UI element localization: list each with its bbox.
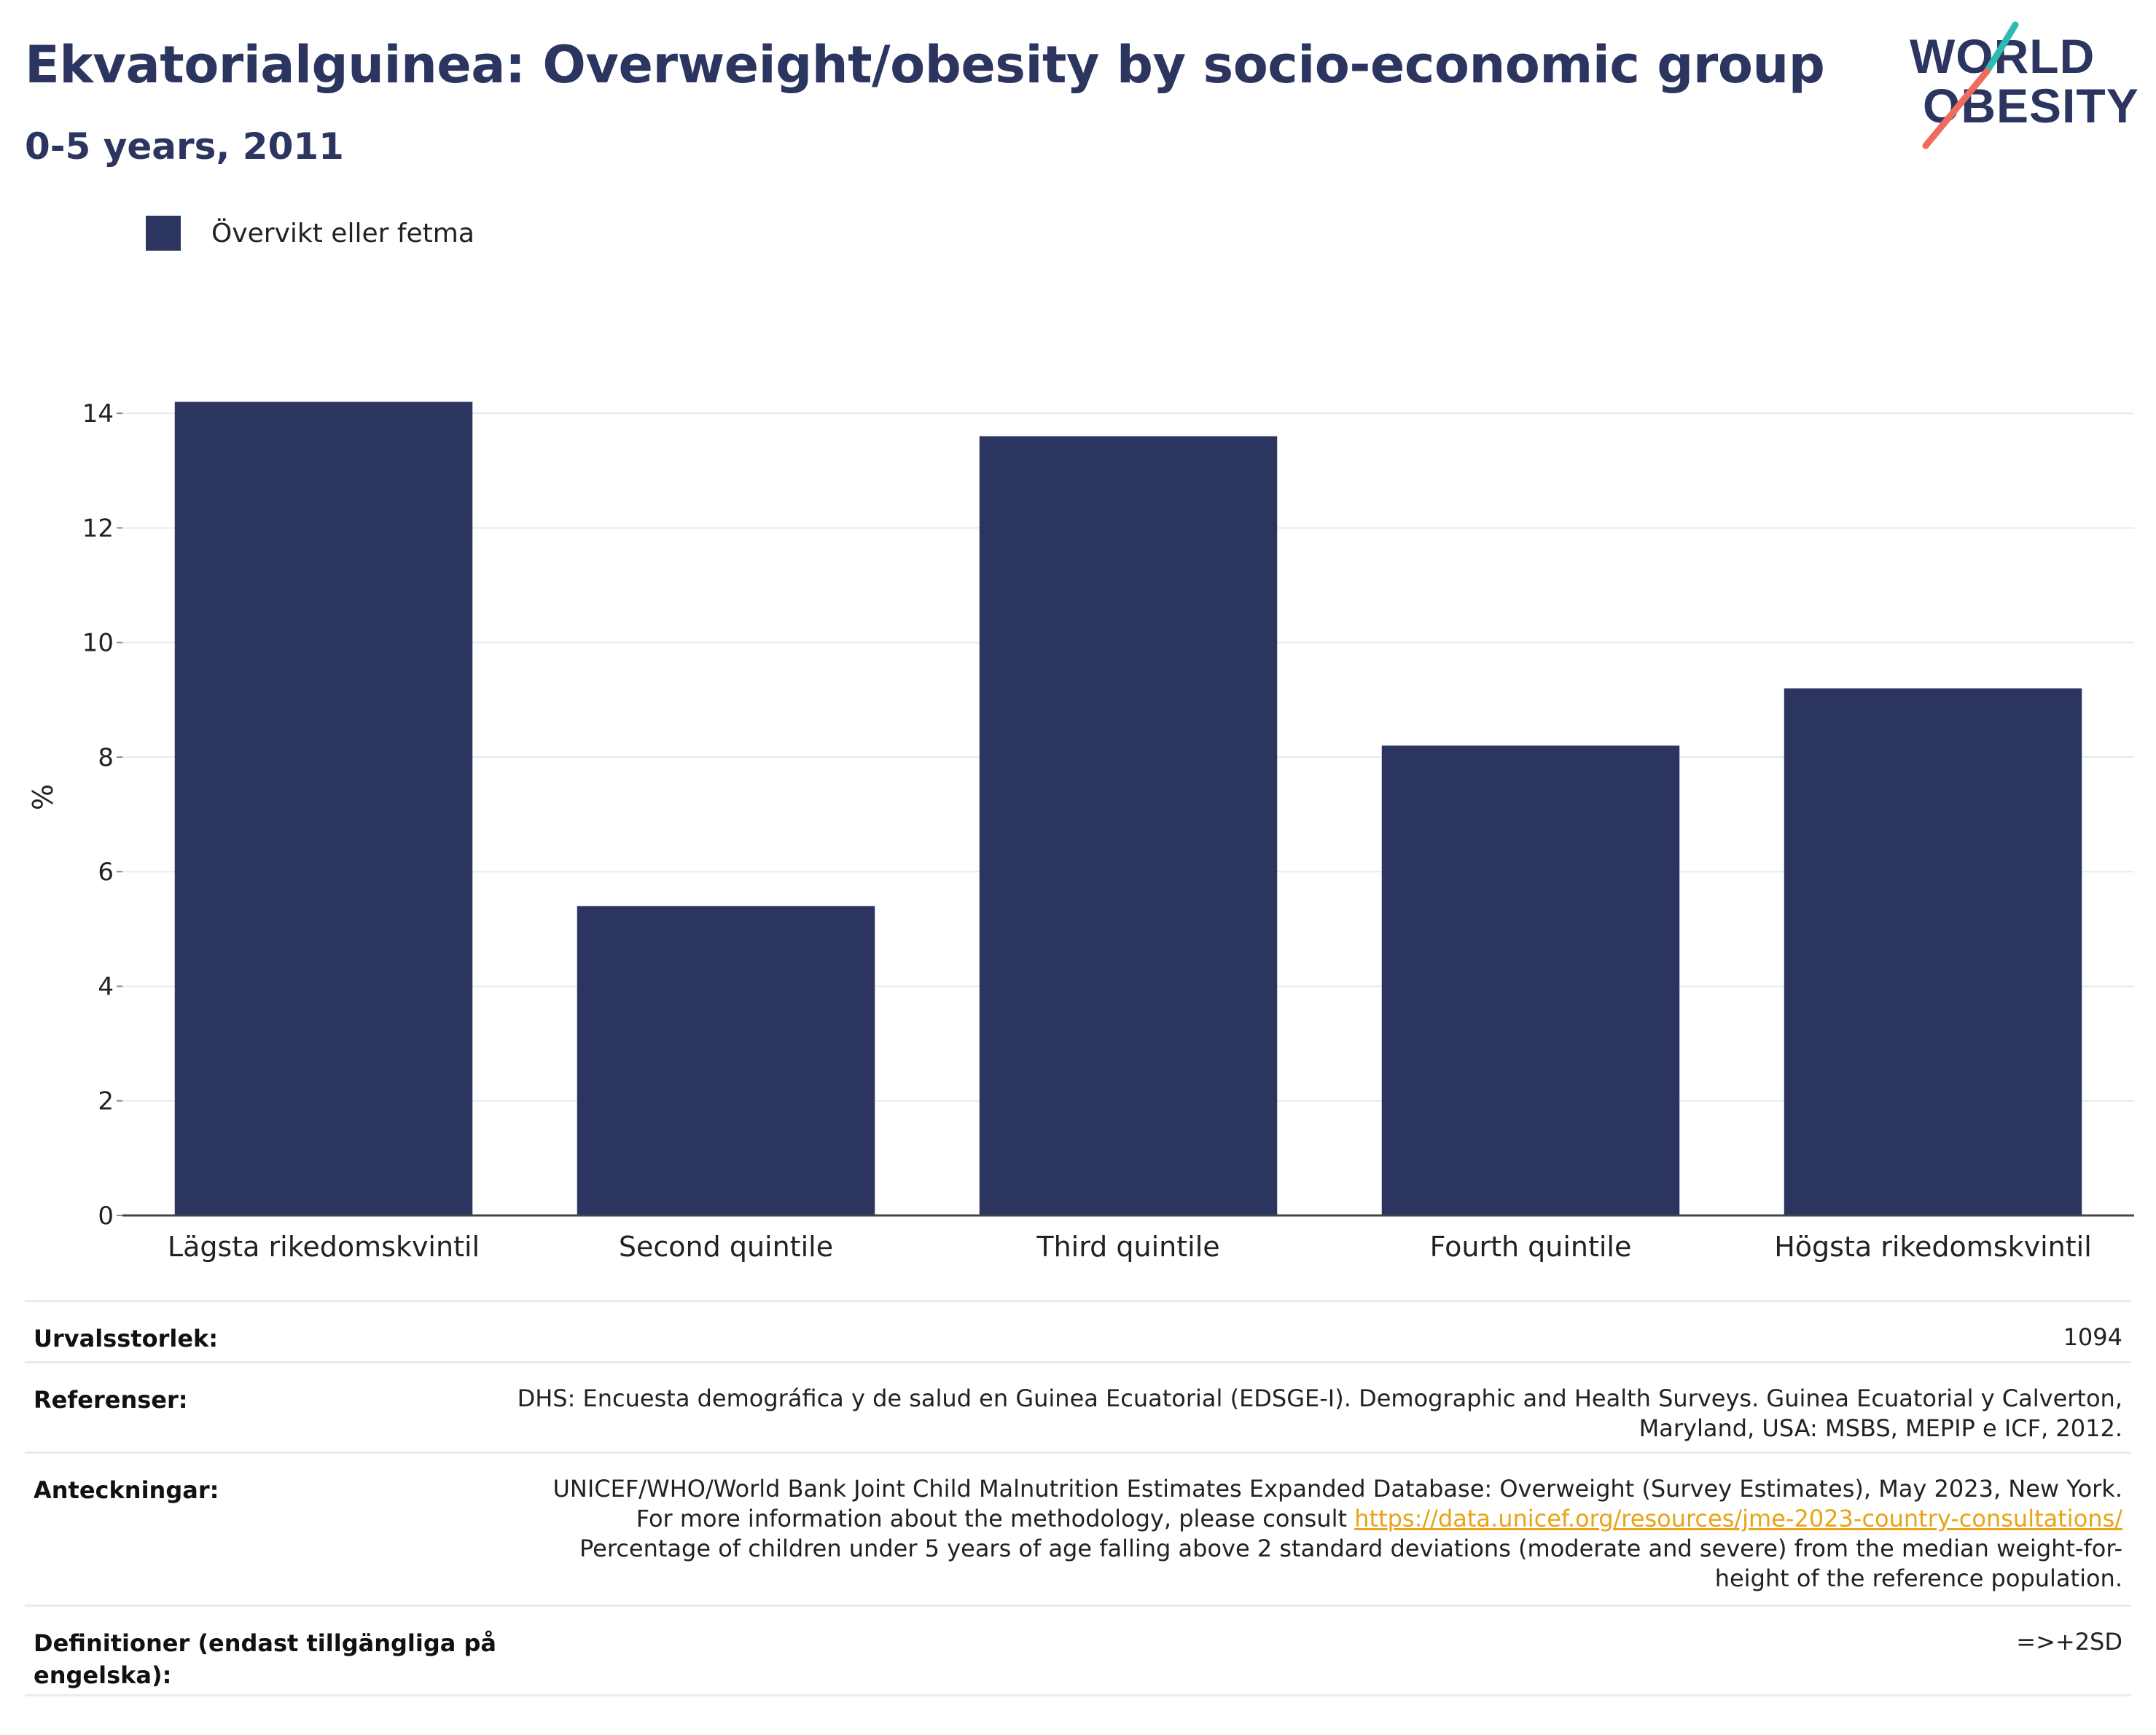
sample-size-value: 1094 bbox=[2063, 1323, 2122, 1351]
references-value: DHS: Encuesta demográfica y de salud en … bbox=[517, 1385, 2122, 1442]
legend-label: Övervikt eller fetma bbox=[211, 218, 474, 248]
bar bbox=[577, 906, 875, 1215]
x-tick-label: Second quintile bbox=[619, 1231, 833, 1263]
bar-chart: 0 2 4 6 8 10 12 14 Lägsta rikedomskvintil Second … bbox=[27, 399, 2134, 1263]
y-axis-title: % bbox=[27, 784, 59, 810]
references-row: Referenser: DHS: Encuesta demográfica y … bbox=[25, 1361, 2131, 1452]
bar bbox=[174, 402, 473, 1215]
definitions-row: Definitioner (endast tillgängliga på eng… bbox=[25, 1605, 2131, 1696]
sample-size-row: Urvalsstorlek: 1094 bbox=[25, 1300, 2131, 1361]
chart-legend[interactable]: Övervikt eller fetma bbox=[146, 216, 474, 251]
notes-value: UNICEF/WHO/World Bank Joint Child Malnut… bbox=[515, 1454, 2131, 1605]
logo-slash-teal bbox=[1983, 21, 2019, 75]
notes-label: Anteckningar: bbox=[34, 1476, 219, 1504]
chart-title: Ekvatorialguinea: Overweight/obesity by … bbox=[25, 35, 1825, 95]
logo-slash-coral bbox=[1922, 68, 1991, 149]
y-tick-label: 14 bbox=[82, 399, 114, 428]
y-tick-label: 4 bbox=[98, 972, 114, 1001]
x-tick-label: Lägsta rikedomskvintil bbox=[168, 1231, 480, 1263]
notes-link[interactable]: https://data.unicef.org/resources/jme-20… bbox=[1354, 1505, 2122, 1532]
logo-line-1: WORLD bbox=[1910, 29, 2095, 83]
metadata-table: Urvalsstorlek: 1094 Referenser: DHS: Enc… bbox=[25, 1300, 2131, 1696]
x-tick-label: Fourth quintile bbox=[1430, 1231, 1632, 1263]
references-label: Referenser: bbox=[34, 1386, 188, 1414]
bar bbox=[1784, 688, 2082, 1215]
definitions-label: Definitioner (endast tillgängliga på eng… bbox=[34, 1629, 496, 1689]
legend-swatch bbox=[146, 216, 181, 251]
world-obesity-logo: WORLD OBESITY bbox=[1910, 21, 2139, 149]
notes-row: Anteckningar: UNICEF/WHO/World Bank Join… bbox=[25, 1452, 2131, 1605]
y-tick-label: 10 bbox=[82, 629, 114, 658]
definitions-value: =>+2SD bbox=[2016, 1628, 2122, 1656]
y-tick-label: 12 bbox=[82, 514, 114, 543]
y-tick-label: 8 bbox=[98, 743, 114, 772]
bar bbox=[1381, 745, 1680, 1215]
notes-text-1: UNICEF/WHO/World Bank Joint Child Malnut… bbox=[552, 1475, 2123, 1532]
y-tick-label: 0 bbox=[98, 1202, 114, 1231]
chart-subtitle: 0-5 years, 2011 bbox=[25, 125, 344, 168]
sample-size-label: Urvalsstorlek: bbox=[34, 1325, 219, 1352]
y-tick-label: 6 bbox=[98, 858, 114, 887]
y-tick-label: 2 bbox=[98, 1087, 114, 1116]
notes-text-2: Percentage of children under 5 years of … bbox=[579, 1535, 2122, 1592]
x-tick-label: Högsta rikedomskvintil bbox=[1774, 1231, 2092, 1263]
x-tick-label: Third quintile bbox=[1036, 1231, 1219, 1263]
bar bbox=[979, 436, 1278, 1215]
